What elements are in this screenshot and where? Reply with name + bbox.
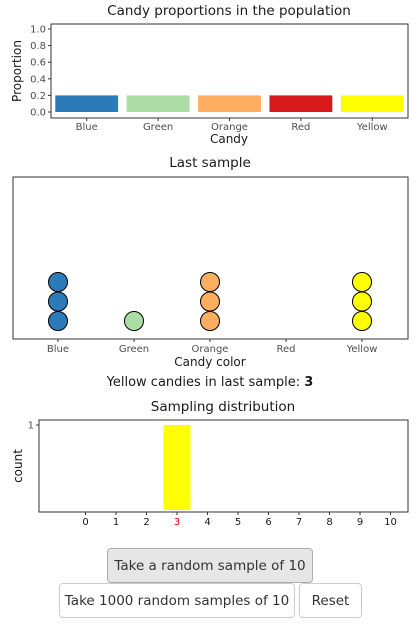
population-bar-green — [126, 95, 190, 112]
population-xtick-label-green: Green — [143, 122, 173, 133]
dist-xtick-label-5: 5 — [235, 517, 241, 528]
sample-chart-title: Last sample — [169, 155, 251, 171]
population-chart: Candy proportions in the population 0.0 0… — [10, 3, 409, 146]
sample-dot-orange — [200, 272, 220, 292]
population-ytick-label: 0.8 — [30, 41, 46, 52]
population-xtick-label-red: Red — [291, 122, 310, 133]
caption-value: 3 — [304, 375, 314, 390]
population-xtick-label-orange: Orange — [211, 122, 248, 133]
dist-xtick-label-9: 9 — [357, 517, 363, 528]
take-sample-button[interactable]: Take a random sample of 10 — [107, 548, 313, 583]
sample-xtick-label-red: Red — [277, 344, 296, 355]
caption-prefix: Yellow candies in last sample: — [106, 375, 301, 390]
population-xtick-label-blue: Blue — [76, 122, 98, 133]
population-bar-yellow — [340, 95, 404, 112]
sample-dot-yellow — [352, 272, 372, 292]
population-xtick-label-yellow: Yellow — [356, 122, 388, 133]
population-ytick-label: 0.2 — [30, 91, 46, 102]
sample-dot-orange — [200, 291, 220, 312]
dist-bar-3 — [163, 425, 191, 510]
population-chart-ylabel: Proportion — [10, 40, 24, 102]
sample-dot-orange — [200, 311, 220, 331]
population-chart-xlabel: Candy — [210, 132, 248, 146]
dist-xtick-label-4: 4 — [204, 517, 210, 528]
dist-xtick-label-6: 6 — [265, 517, 271, 528]
dist-xtick-label-10: 10 — [384, 517, 397, 528]
dist-ytick-label: 1 — [28, 421, 34, 432]
population-ytick-label: 0.0 — [30, 108, 46, 119]
sample-xtick-label-yellow: Yellow — [346, 344, 378, 355]
sample-dot-green — [124, 311, 144, 331]
sample-chart: Last sample Blue Green Orange Red Yellow Can… — [12, 155, 409, 369]
take-1000-samples-button[interactable]: Take 1000 random samples of 10 — [59, 583, 295, 618]
population-bar-red — [269, 95, 333, 112]
sample-dot-blue — [48, 291, 68, 312]
sampling-distribution-chart: Sampling distribution 1 0 1 2 3 4 5 6 7 8 9 10 cou… — [11, 399, 409, 528]
dist-xtick-label-3: 3 — [174, 517, 180, 528]
population-ytick-label: 1.0 — [30, 25, 46, 36]
dist-xtick-label-1: 1 — [113, 517, 119, 528]
dist-xtick-label-8: 8 — [326, 517, 332, 528]
sample-xtick-label-orange: Orange — [192, 344, 229, 355]
sample-dot-blue — [48, 311, 68, 331]
population-bar-blue — [55, 95, 119, 112]
population-ytick-label: 0.6 — [30, 58, 46, 69]
sample-dot-yellow — [352, 311, 372, 331]
dist-chart-ylabel: count — [11, 449, 25, 483]
reset-button[interactable]: Reset — [299, 583, 362, 618]
dist-xtick-label-0: 0 — [82, 517, 88, 528]
population-bar-orange — [198, 95, 261, 112]
dist-xtick-label-7: 7 — [296, 517, 302, 528]
sample-dot-blue — [48, 272, 68, 292]
sample-xtick-label-blue: Blue — [47, 344, 69, 355]
dist-plot-panel — [38, 419, 409, 513]
population-chart-title: Candy proportions in the population — [107, 3, 351, 19]
yellow-count-caption: Yellow candies in last sample: 3 — [0, 375, 420, 390]
sample-dot-yellow — [352, 291, 372, 312]
sample-chart-xlabel: Candy color — [174, 355, 245, 369]
dist-chart-title: Sampling distribution — [151, 399, 295, 415]
dist-xtick-label-2: 2 — [143, 517, 149, 528]
population-ytick-label: 0.4 — [30, 74, 46, 85]
sample-xtick-label-green: Green — [119, 344, 149, 355]
